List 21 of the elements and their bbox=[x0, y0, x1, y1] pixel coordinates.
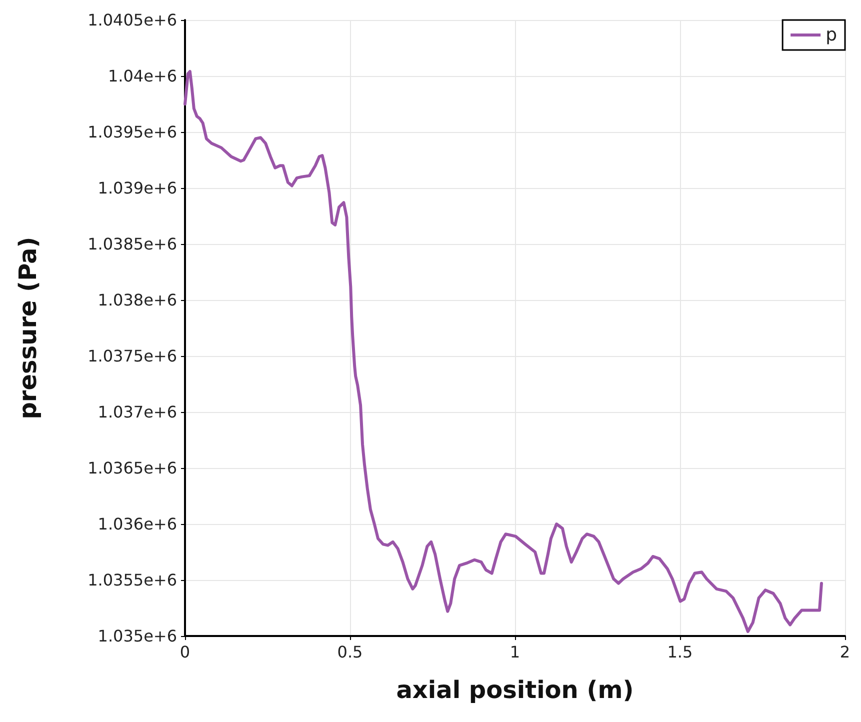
x-tick-label: 0 bbox=[180, 642, 190, 662]
y-tick-label: 1.038e+6 bbox=[98, 290, 177, 310]
y-axis-title: pressure (Pa) bbox=[14, 236, 42, 420]
y-tick-label: 1.0375e+6 bbox=[88, 346, 177, 366]
y-tick-label: 1.04e+6 bbox=[108, 66, 177, 86]
x-axis-title: axial position (m) bbox=[396, 676, 634, 704]
x-tick-label: 1.5 bbox=[667, 642, 693, 662]
x-tick-label: 1 bbox=[510, 642, 520, 662]
y-tick-label: 1.036e+6 bbox=[98, 514, 177, 534]
x-tick-label: 0.5 bbox=[337, 642, 363, 662]
y-tick-label: 1.037e+6 bbox=[98, 402, 177, 422]
y-tick-label: 1.0385e+6 bbox=[88, 234, 177, 254]
y-tick-label: 1.0355e+6 bbox=[88, 570, 177, 590]
y-tick-label: 1.0405e+6 bbox=[88, 10, 177, 30]
line-series bbox=[184, 70, 823, 634]
y-tick-label: 1.039e+6 bbox=[98, 178, 177, 198]
x-tick-label: 2 bbox=[840, 642, 850, 662]
y-tick-label: 1.0395e+6 bbox=[88, 122, 177, 142]
y-tick-label: 1.0365e+6 bbox=[88, 458, 177, 478]
legend-label: p bbox=[826, 24, 838, 46]
y-tick-label: 1.035e+6 bbox=[98, 626, 177, 646]
